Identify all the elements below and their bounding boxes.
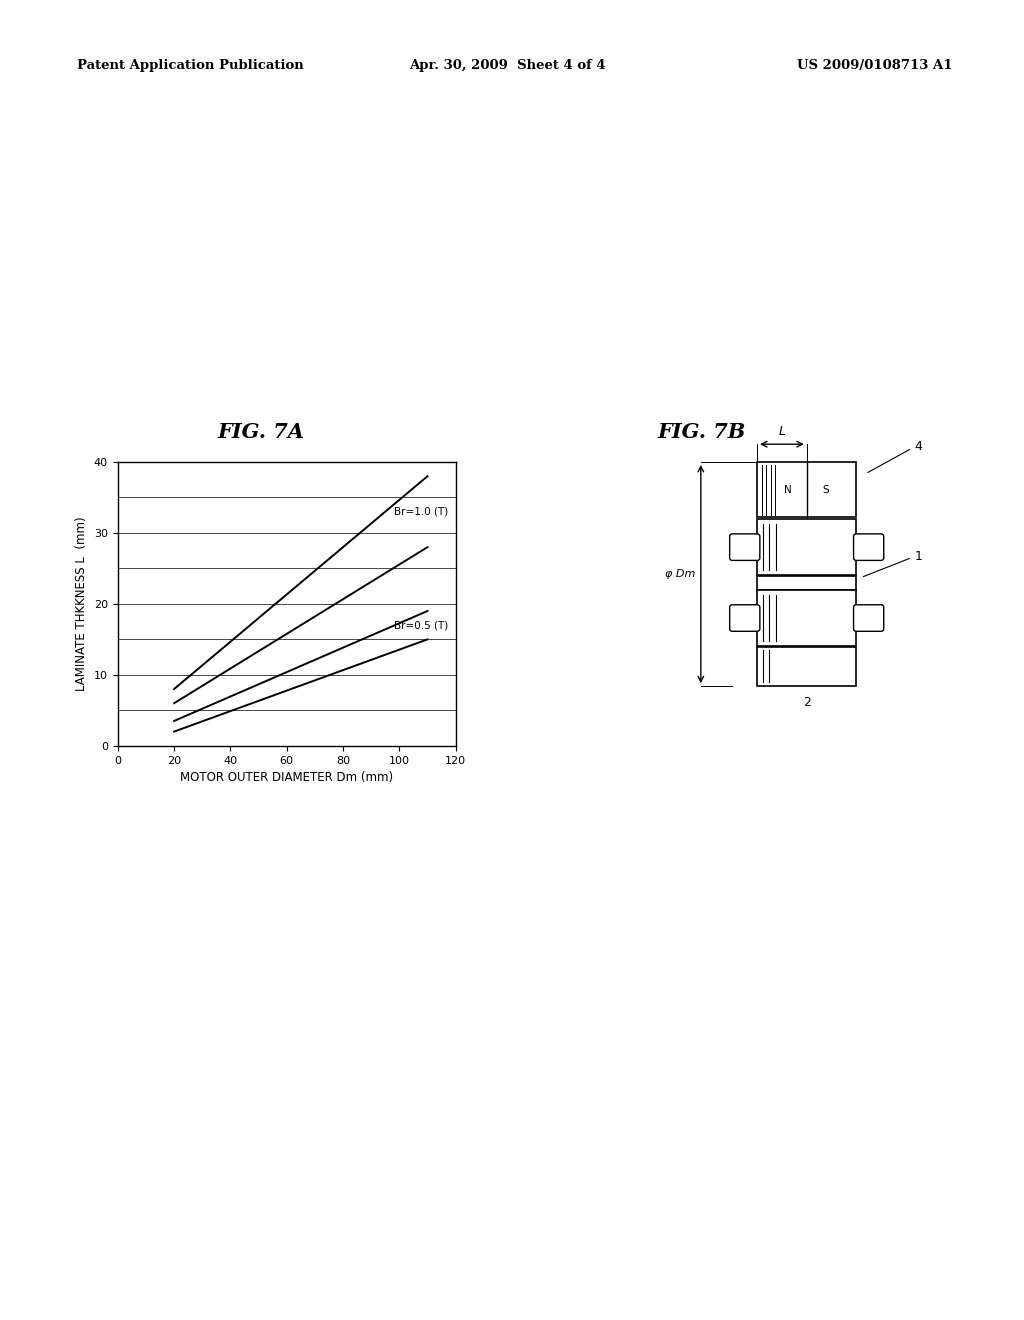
- X-axis label: MOTOR OUTER DIAMETER Dm (mm): MOTOR OUTER DIAMETER Dm (mm): [180, 771, 393, 784]
- Text: FIG. 7A: FIG. 7A: [218, 422, 304, 442]
- Y-axis label: LAMINATE THKKNESS L  (mm): LAMINATE THKKNESS L (mm): [76, 516, 88, 692]
- Bar: [757, 647, 856, 686]
- Text: FIG. 7B: FIG. 7B: [657, 422, 745, 442]
- FancyBboxPatch shape: [854, 533, 884, 561]
- Text: φ Dm: φ Dm: [665, 569, 695, 579]
- Text: Br=0.5 (T): Br=0.5 (T): [393, 620, 447, 630]
- FancyBboxPatch shape: [730, 533, 760, 561]
- Text: Apr. 30, 2009  Sheet 4 of 4: Apr. 30, 2009 Sheet 4 of 4: [410, 59, 606, 73]
- FancyBboxPatch shape: [730, 605, 760, 631]
- Text: N: N: [784, 484, 792, 495]
- Bar: [757, 462, 856, 517]
- Text: Patent Application Publication: Patent Application Publication: [77, 59, 303, 73]
- Bar: [757, 519, 856, 576]
- Bar: [757, 576, 856, 590]
- Text: 1: 1: [863, 550, 923, 577]
- Bar: [757, 590, 856, 645]
- Text: L: L: [778, 425, 785, 438]
- Text: 2: 2: [803, 696, 811, 709]
- Text: S: S: [822, 484, 829, 495]
- FancyBboxPatch shape: [854, 605, 884, 631]
- Text: Br=1.0 (T): Br=1.0 (T): [393, 507, 447, 516]
- Text: US 2009/0108713 A1: US 2009/0108713 A1: [797, 59, 952, 73]
- Text: 4: 4: [867, 440, 923, 473]
